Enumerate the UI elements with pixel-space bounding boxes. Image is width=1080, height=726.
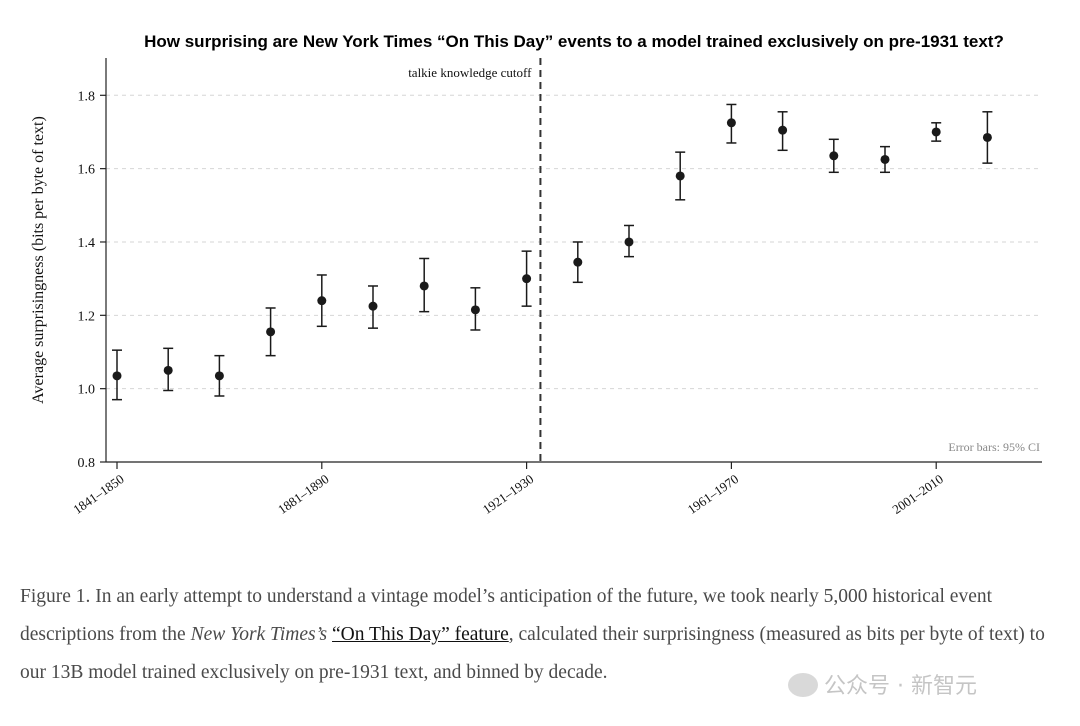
x-ticks: 1841–1850 1881–1890 1921–1930 1961–1970 2001… (70, 462, 946, 517)
y-tick-label: 1.6 (78, 163, 96, 178)
data-point (214, 371, 224, 381)
wechat-logo-icon (788, 673, 818, 697)
chart: How surprising are New York Times “On Th… (30, 32, 1042, 517)
data-point (778, 125, 788, 135)
x-tick-label: 1921–1930 (480, 471, 537, 517)
y-tick-label: 1.8 (78, 89, 96, 104)
data-point-group (368, 285, 378, 329)
y-tick-label: 1.0 (78, 383, 96, 398)
chart-title: How surprising are New York Times “On Th… (144, 32, 1004, 51)
x-tick-label: 1841–1850 (70, 471, 127, 517)
caption-link[interactable]: “On This Day” feature (332, 624, 509, 645)
data-point (470, 305, 480, 315)
y-ticks: 0.8 1.0 1.2 1.4 1.6 1.8 (78, 89, 106, 471)
data-point (624, 237, 634, 247)
y-axis-label: Average surprisingness (bits per byte of… (30, 116, 47, 404)
data-points (112, 103, 993, 401)
data-point (829, 151, 839, 161)
data-point (112, 371, 122, 381)
figure-caption: Figure 1. In an early attempt to underst… (20, 578, 1070, 692)
data-point-group (880, 145, 890, 174)
data-point-group (265, 307, 276, 357)
data-point-group (163, 347, 174, 392)
caption-italic: New York Times’s (190, 624, 328, 645)
caption-text-end: , calculated their surprisingness (measu… (20, 624, 1045, 683)
caption-text: Figure 1. In an early attempt to underst… (20, 586, 993, 645)
cutoff-label: talkie knowledge cutoff (408, 65, 532, 80)
y-tick-label: 1.4 (78, 236, 96, 251)
data-point (522, 274, 532, 284)
data-point-group (828, 138, 839, 174)
data-point-group (419, 257, 430, 313)
data-point (317, 296, 327, 306)
data-point-group (624, 224, 634, 258)
data-point (266, 327, 276, 337)
data-point (368, 301, 378, 311)
data-point-group (470, 287, 481, 331)
data-point-group (982, 111, 993, 164)
data-point-group (316, 274, 327, 328)
data-point (573, 257, 583, 267)
data-point (880, 154, 890, 164)
data-point-group (726, 103, 737, 144)
data-point (726, 118, 736, 128)
data-point-group (931, 122, 942, 142)
axes (105, 58, 1042, 463)
x-tick-label: 1881–1890 (275, 471, 332, 517)
data-point-group (214, 354, 225, 397)
y-tick-label: 0.8 (78, 456, 96, 471)
data-point-group (572, 241, 583, 284)
data-point (931, 127, 941, 137)
error-bars-note: Error bars: 95% CI (948, 440, 1040, 454)
data-point (163, 365, 173, 375)
data-point-group (112, 349, 122, 401)
data-point (675, 171, 685, 181)
data-point-group (675, 151, 686, 201)
y-tick-label: 1.2 (78, 309, 96, 324)
data-point-group (777, 111, 788, 152)
data-point (982, 132, 992, 142)
x-tick-label: 2001–2010 (889, 471, 946, 517)
watermark: 公众号 · 新智元 (788, 668, 977, 700)
watermark-text: 公众号 · 新智元 (824, 674, 977, 699)
data-point-group (521, 250, 532, 307)
data-point (419, 281, 429, 291)
x-tick-label: 1961–1970 (685, 471, 742, 517)
